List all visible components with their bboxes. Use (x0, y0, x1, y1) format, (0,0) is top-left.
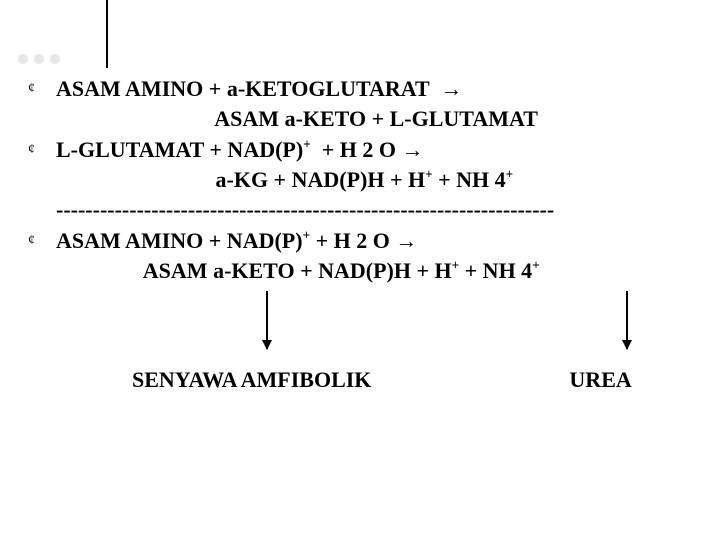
bullet-icon: ¢ (26, 74, 56, 104)
decorative-vertical-line (106, 0, 108, 68)
text: ASAM a-KETO + L-GLUTAMAT (56, 104, 708, 134)
reaction-line-3: ¢ ASAM AMINO + NAD(P)+ + H 2 O → (26, 226, 708, 256)
reaction-line-2: ¢ L-GLUTAMAT + NAD(P)+ + H 2 O → (26, 135, 708, 165)
label-amfibolik: SENYAWA AMFIBOLIK (132, 365, 371, 395)
text: ASAM a-KETO + NAD(P)H + H+ + NH 4+ (56, 256, 708, 286)
text: ASAM AMINO + a-KETOGLUTARAT → (56, 74, 708, 104)
label-urea: UREA (569, 365, 631, 395)
reaction-line-3b: ASAM a-KETO + NAD(P)H + H+ + NH 4+ (26, 256, 708, 286)
text: a-KG + NAD(P)H + H+ + NH 4+ (56, 165, 708, 195)
text: ASAM AMINO + NAD(P)+ + H 2 O → (56, 226, 708, 256)
slide-content: ¢ ASAM AMINO + a-KETOGLUTARAT → ASAM a-K… (26, 74, 708, 395)
decorative-dots (18, 54, 60, 64)
reaction-line-1b: ASAM a-KETO + L-GLUTAMAT (26, 104, 708, 134)
arrow-down-icon (266, 291, 268, 349)
reaction-line-2b: a-KG + NAD(P)H + H+ + NH 4+ (26, 165, 708, 195)
text: L-GLUTAMAT + NAD(P)+ + H 2 O → (56, 135, 708, 165)
reaction-line-1: ¢ ASAM AMINO + a-KETOGLUTARAT → (26, 74, 708, 104)
bullet-icon: ¢ (26, 135, 56, 165)
bottom-labels: SENYAWA AMFIBOLIK UREA (26, 365, 708, 395)
arrow-down-icon (626, 291, 628, 349)
dot-icon (34, 54, 44, 64)
dot-icon (50, 54, 60, 64)
dot-icon (18, 54, 28, 64)
divider-line: ----------------------------------------… (26, 195, 708, 225)
arrows-region (56, 287, 708, 365)
bullet-icon: ¢ (26, 226, 56, 256)
